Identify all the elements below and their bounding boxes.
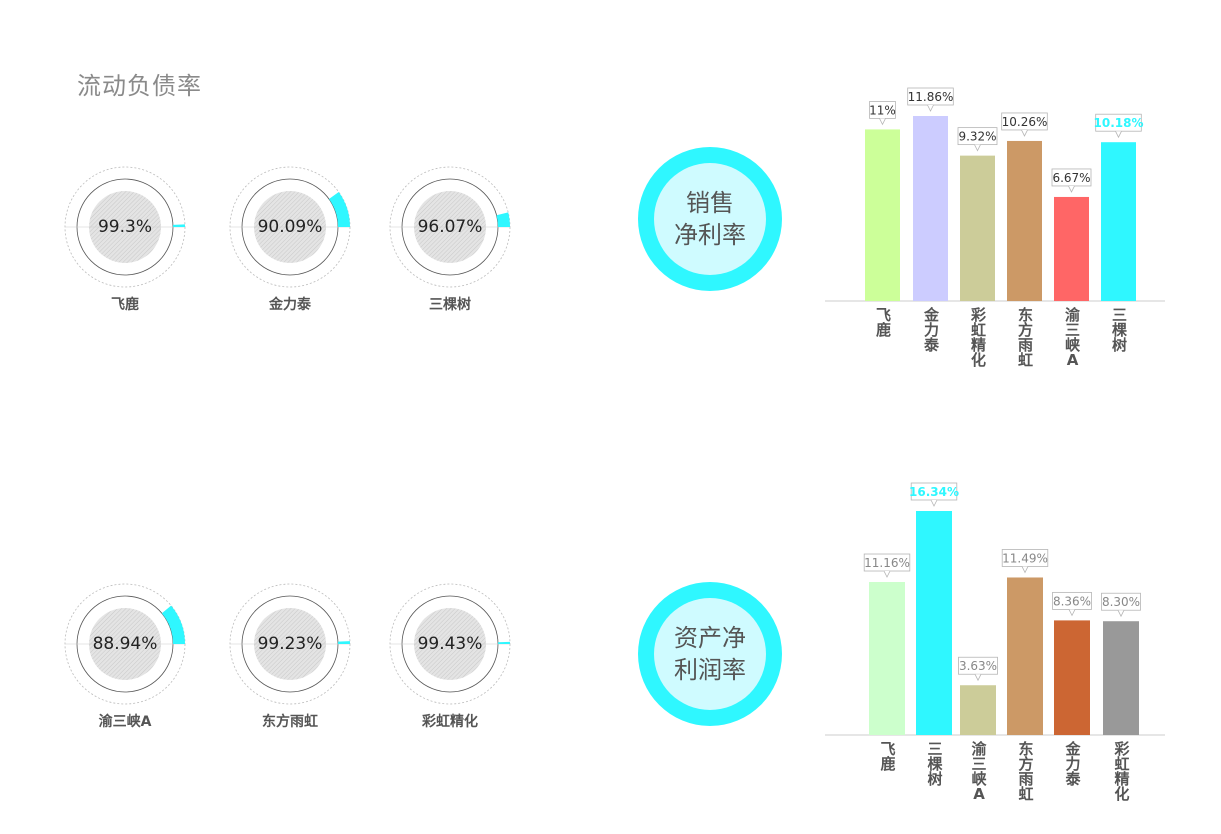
- data-label-pointer: [1068, 185, 1075, 193]
- bar-chart-svg: 11.16% 飞鹿 16.34% 三棵树 3.63% 渝三峡 A 11.49% 东方雨虹 8.36…: [825, 482, 1165, 803]
- gauge: 99.43%: [388, 582, 512, 706]
- gauge-label: 彩虹精化: [422, 714, 478, 730]
- badge-line: 资产净: [674, 624, 746, 652]
- category-label: 渝三峡 A: [971, 740, 987, 803]
- gauge-value: 96.07%: [417, 217, 483, 237]
- gauge-svg: [389, 166, 511, 288]
- data-label-pointer: [1021, 129, 1028, 137]
- bar: [960, 155, 995, 301]
- badge-line: 销售: [686, 189, 734, 217]
- bar: [913, 116, 948, 301]
- data-label-pointer: [1068, 609, 1076, 617]
- data-label-pointer: [1117, 610, 1125, 618]
- category-label: 彩虹精化: [1113, 740, 1129, 803]
- bar: [1101, 142, 1136, 301]
- data-label: 8.36%: [1053, 594, 1091, 608]
- gauge: 99.3%: [63, 165, 187, 289]
- gauge: 99.23%: [228, 582, 352, 706]
- gauge-remainder-arc: [337, 641, 350, 644]
- data-label-pointer: [883, 570, 891, 578]
- data-label-pointer: [930, 499, 938, 507]
- data-label: 6.67%: [1052, 171, 1090, 185]
- bar: [1103, 621, 1139, 735]
- data-label-pointer: [927, 104, 934, 112]
- data-label-box: [1052, 591, 1092, 610]
- data-label: 11%: [869, 103, 896, 117]
- page-title: 流动负债率: [77, 72, 202, 100]
- gauge: 88.94%: [63, 582, 187, 706]
- data-label-box: [1001, 549, 1049, 567]
- category-label: 东方雨虹: [1018, 740, 1033, 803]
- data-label: 10.26%: [1002, 115, 1048, 129]
- data-label-pointer: [1115, 131, 1122, 139]
- data-label-box: [863, 553, 911, 572]
- data-label: 8.30%: [1102, 595, 1140, 609]
- category-label: 东方雨虹: [1018, 306, 1033, 369]
- data-label: 10.18%: [1094, 116, 1144, 130]
- badge-inner: 销售 净利率: [654, 163, 766, 275]
- category-label: 三棵树: [927, 740, 943, 788]
- gauge-value: 99.23%: [257, 634, 323, 654]
- gauge-remainder-arc: [496, 212, 510, 227]
- data-label: 3.63%: [959, 659, 997, 673]
- bar: [1054, 620, 1090, 735]
- data-label: 11.49%: [1002, 551, 1048, 565]
- sales-net-margin-chart: 11% 飞鹿 11.86% 金力泰 9.32% 彩虹精化 10.26% 东方雨虹 6.67% 渝三…: [820, 80, 1170, 384]
- gauge: 96.07%: [388, 165, 512, 289]
- bar: [916, 511, 952, 735]
- data-label: 11.86%: [908, 90, 954, 104]
- gauge-value: 99.43%: [417, 634, 483, 654]
- badge-sales-net-margin: 销售 净利率: [638, 147, 782, 291]
- data-label: 16.34%: [909, 485, 959, 499]
- category-label: 飞鹿: [876, 306, 891, 339]
- data-label-box: [958, 656, 998, 675]
- gauge-remainder-arc: [328, 192, 350, 227]
- bar: [1007, 140, 1042, 301]
- data-label-pointer: [879, 118, 886, 126]
- gauge-remainder-arc: [172, 224, 185, 227]
- gauge-label: 渝三峡A: [98, 714, 152, 730]
- gauge-label: 东方雨虹: [262, 714, 318, 730]
- data-label: 9.32%: [958, 130, 996, 144]
- gauge: 90.09%: [228, 165, 352, 289]
- gauge-svg: [64, 583, 186, 705]
- badge-line: 净利率: [674, 221, 746, 249]
- gauge-svg: [229, 583, 351, 705]
- category-label: 飞鹿: [880, 740, 895, 773]
- category-label: 金力泰: [1064, 740, 1081, 788]
- data-label: 11.16%: [864, 556, 910, 570]
- bar: [1054, 196, 1089, 301]
- gauge-remainder-arc: [497, 641, 510, 644]
- gauge-value: 90.09%: [257, 217, 323, 237]
- category-label: 彩虹精化: [970, 306, 986, 369]
- gauge-label: 金力泰: [269, 297, 311, 313]
- data-label-pointer: [974, 144, 981, 152]
- gauge-svg: [229, 166, 351, 288]
- data-label-pointer: [1021, 566, 1029, 574]
- gauge-svg: [64, 166, 186, 288]
- gauge-label: 飞鹿: [111, 297, 139, 313]
- return-on-assets-chart: 11.16% 飞鹿 16.34% 三棵树 3.63% 渝三峡 A 11.49% 东方雨虹 8.36…: [820, 480, 1170, 819]
- gauge-value: 88.94%: [92, 634, 158, 654]
- gauge-svg: [389, 583, 511, 705]
- bar-chart-svg: 11% 飞鹿 11.86% 金力泰 9.32% 彩虹精化 10.26% 东方雨虹 6.67% 渝三…: [825, 87, 1165, 369]
- gauge-value: 99.3%: [97, 217, 152, 237]
- data-label-pointer: [974, 674, 982, 682]
- gauge-label: 三棵树: [429, 297, 471, 313]
- category-label: 三棵树: [1112, 306, 1128, 354]
- bar: [865, 129, 900, 301]
- badge-inner: 资产净 利润率: [654, 598, 766, 710]
- gauge-remainder-arc: [161, 605, 185, 644]
- bar: [960, 685, 996, 735]
- category-label: 金力泰: [923, 306, 940, 354]
- badge-line: 利润率: [674, 656, 746, 684]
- bar: [869, 582, 905, 735]
- badge-return-on-assets: 资产净 利润率: [638, 582, 782, 726]
- category-label: 渝三峡 A: [1065, 306, 1081, 369]
- bar: [1007, 577, 1043, 735]
